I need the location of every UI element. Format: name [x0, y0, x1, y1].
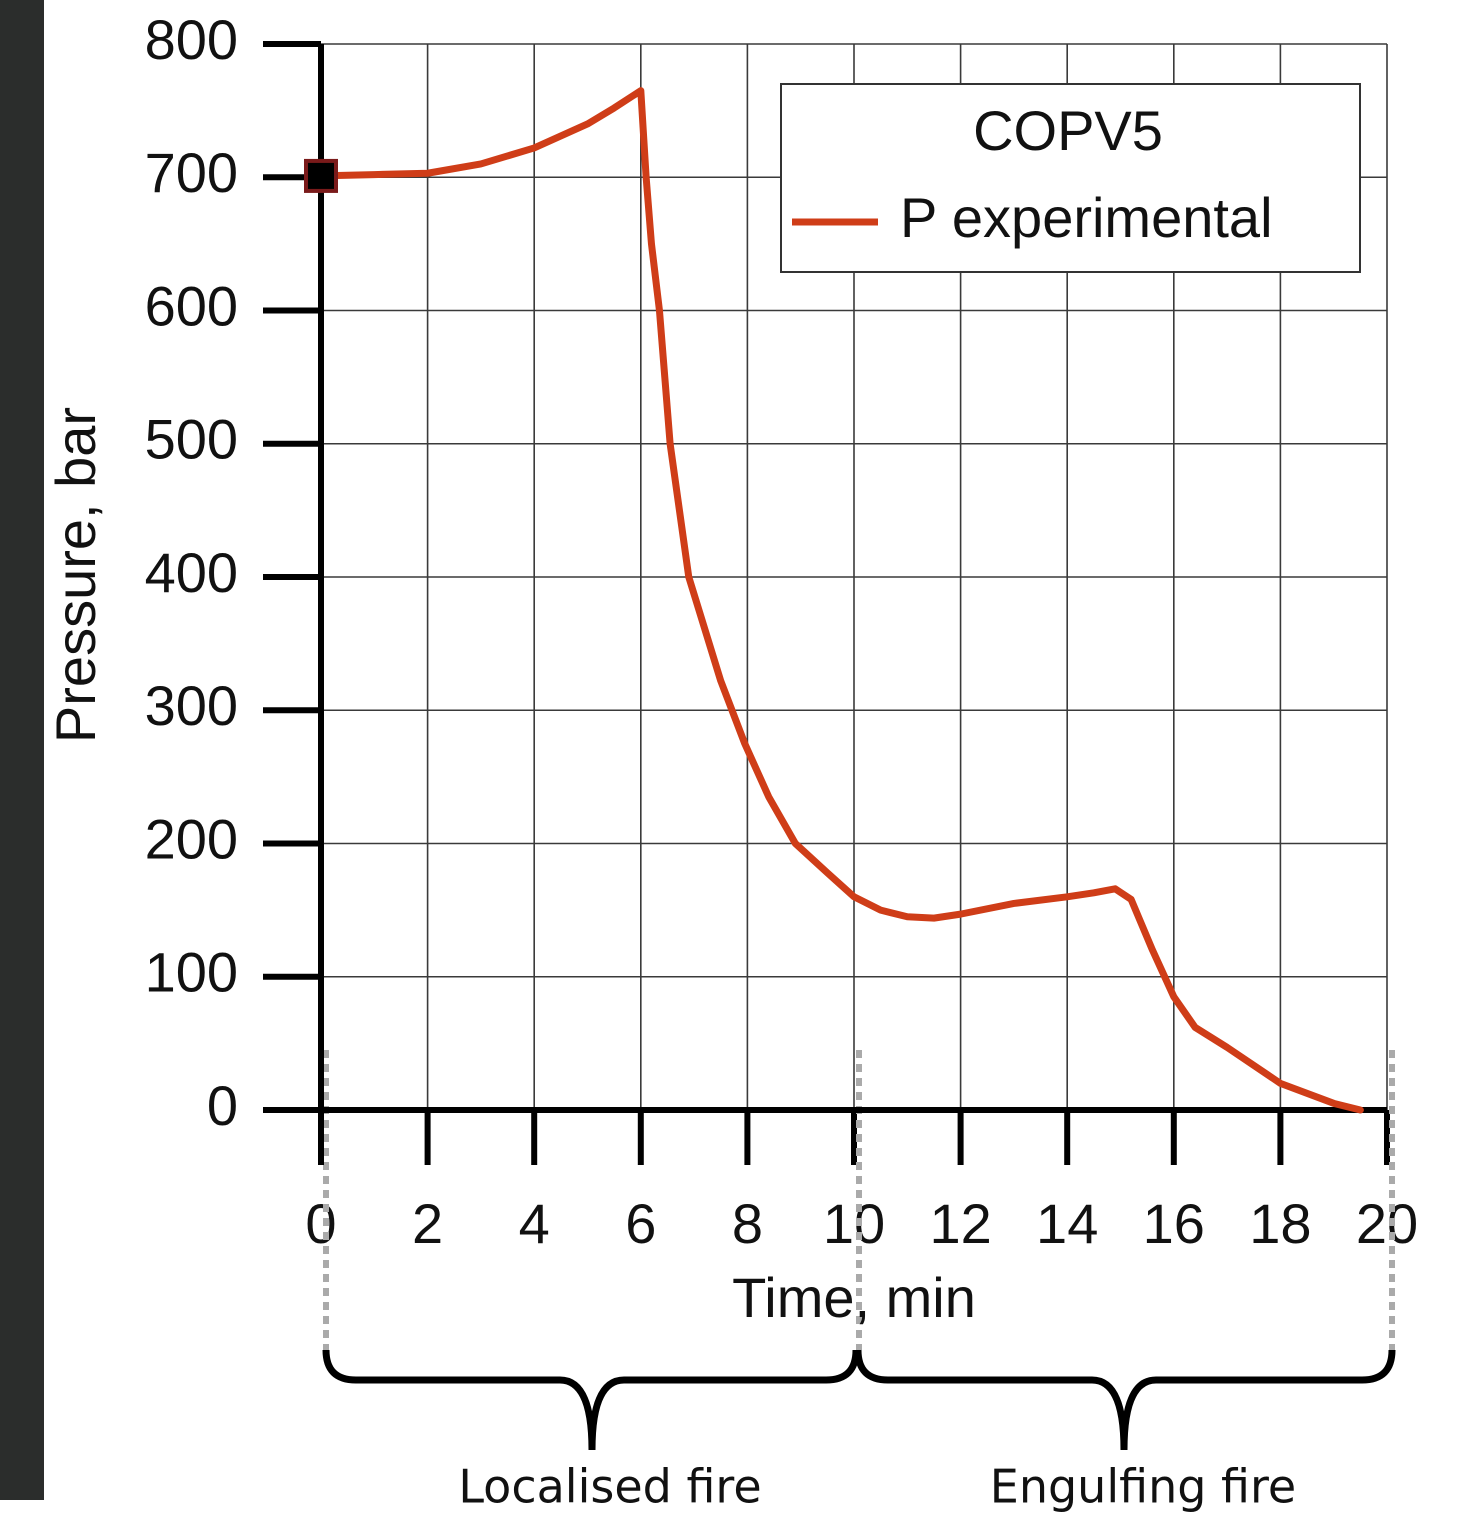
legend-box	[780, 83, 1361, 273]
background-photo-edge	[0, 0, 44, 1500]
legend: COPV5 P experimental	[780, 83, 1361, 273]
x-tick-label: 10	[823, 1192, 885, 1255]
y-tick-label: 800	[145, 8, 238, 71]
x-tick-label: 20	[1356, 1192, 1418, 1255]
plot	[304, 87, 1364, 1114]
axes: 0 100 200 300 400 500 600 700 800 0 2 4 6 8 10 12 14 16 18…	[145, 8, 1418, 1350]
x-tick-label: 16	[1143, 1192, 1205, 1255]
legend-title: COPV5	[973, 99, 1163, 162]
x-axis-label: Time, min	[732, 1266, 976, 1329]
y-tick-label: 100	[145, 941, 238, 1004]
y-tick-label: 0	[207, 1074, 238, 1137]
brace-localised	[322, 1349, 860, 1451]
y-tick-label: 400	[145, 541, 238, 604]
y-axis-label: Pressure, bar	[44, 407, 107, 743]
brace-engulfing	[854, 1349, 1396, 1451]
y-tick-label: 600	[145, 274, 238, 337]
annotation: Engulfing fire	[990, 1460, 1296, 1514]
y-tick-label: 500	[145, 408, 238, 471]
series-line	[317, 87, 1364, 1114]
legend-label: P experimental	[900, 186, 1273, 249]
x-tick-label: 2	[412, 1192, 443, 1255]
y-tick-label: 200	[145, 807, 238, 870]
x-tick-label: 14	[1036, 1192, 1098, 1255]
x-tick-label: 8	[732, 1192, 763, 1255]
annotation: Localised fire	[458, 1460, 761, 1514]
x-tick-label: 18	[1249, 1192, 1311, 1255]
x-tick-label: 0	[305, 1192, 336, 1255]
x-tick-label: 4	[519, 1192, 550, 1255]
y-tick-label: 300	[145, 674, 238, 737]
start-marker	[304, 158, 338, 193]
y-tick-label: 700	[145, 141, 238, 204]
grid	[320, 43, 1388, 1111]
x-tick-label: 6	[625, 1192, 656, 1255]
x-tick-label: 12	[929, 1192, 991, 1255]
fire-braces	[322, 1349, 1396, 1451]
